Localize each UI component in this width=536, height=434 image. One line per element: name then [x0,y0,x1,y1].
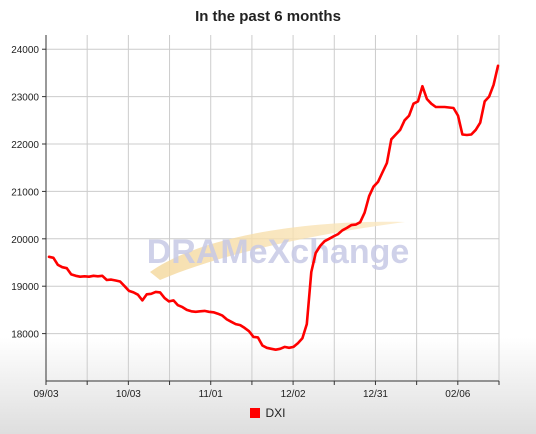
x-tick-label: 11/01 [199,389,224,400]
x-tick-label: 10/03 [116,389,141,400]
y-tick-label: 22000 [11,140,39,151]
y-tick-label: 21000 [11,187,39,198]
y-tick-label: 19000 [11,282,39,293]
background-gradient [0,220,536,434]
x-tick-label: 12/31 [363,389,388,400]
y-tick-label: 20000 [11,235,39,246]
y-tick-label: 23000 [11,93,39,104]
grid [46,35,500,381]
x-tick-label: 09/03 [33,389,58,400]
axes: 18000 19000 20000 21000 22000 23000 24000 09/03… [11,35,500,400]
legend-swatch-dxi [250,408,261,418]
chart-title: In the past 6 months [195,8,341,25]
x-tick-label: 02/06 [445,389,470,400]
watermark-text: DRAMeXchange [147,233,410,271]
watermark-logo: DRAMeXchange [147,221,410,280]
y-tick-label: 24000 [11,45,39,56]
x-tick-label: 12/02 [281,389,306,400]
legend-label-dxi: DXI [265,406,286,420]
y-tick-label: 18000 [11,330,39,341]
legend: DXI [0,406,536,420]
series-line-dxi [47,64,500,352]
series-layer [47,64,500,352]
watermark-swoosh [150,221,405,280]
